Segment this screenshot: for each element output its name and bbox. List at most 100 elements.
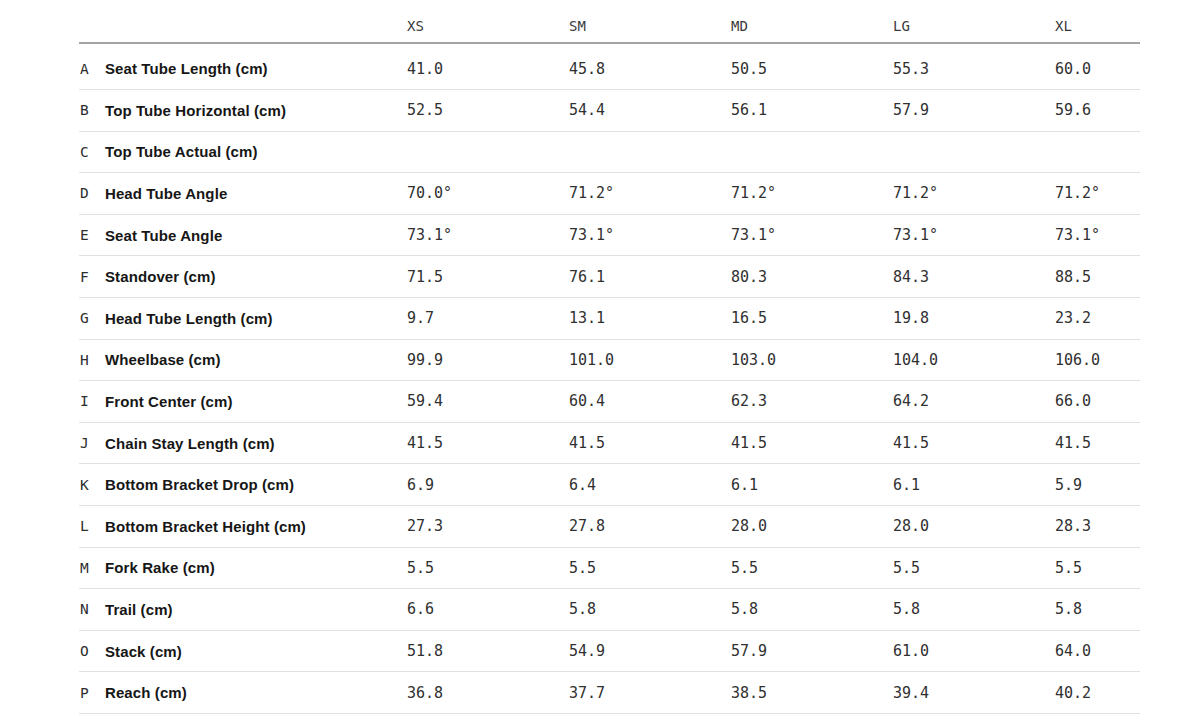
table-row-e: ESeat Tube Angle73.1°73.1°73.1°73.1°73.1…: [79, 215, 1140, 257]
cell-d-xl: 71.2°: [1055, 184, 1140, 202]
row-key: C: [79, 144, 105, 160]
cell-a-xs: 41.0: [407, 60, 569, 78]
cell-d-md: 71.2°: [731, 184, 893, 202]
row-label: Standover (cm): [105, 268, 407, 285]
cell-k-xl: 5.9: [1055, 476, 1140, 494]
cell-g-xl: 23.2: [1055, 309, 1140, 327]
row-key: A: [79, 61, 105, 77]
row-key: H: [79, 352, 105, 368]
cell-n-xs: 6.6: [407, 600, 569, 618]
cell-d-xs: 70.0°: [407, 184, 569, 202]
table-row-c: CTop Tube Actual (cm): [79, 132, 1140, 174]
cell-m-xs: 5.5: [407, 559, 569, 577]
cell-g-md: 16.5: [731, 309, 893, 327]
table-row-o: OStack (cm)51.854.957.961.064.0: [79, 631, 1140, 673]
row-key: N: [79, 601, 105, 617]
cell-o-sm: 54.9: [569, 642, 731, 660]
row-label: Reach (cm): [105, 684, 407, 701]
header-row: XSSMMDLGXL: [79, 0, 1140, 44]
table-row-p: PReach (cm)36.837.738.539.440.2: [79, 672, 1140, 714]
cell-i-md: 62.3: [731, 392, 893, 410]
cell-p-xs: 36.8: [407, 684, 569, 702]
cell-g-lg: 19.8: [893, 309, 1055, 327]
cell-k-sm: 6.4: [569, 476, 731, 494]
cell-e-sm: 73.1°: [569, 226, 731, 244]
cell-j-sm: 41.5: [569, 434, 731, 452]
cell-n-sm: 5.8: [569, 600, 731, 618]
table-body: ASeat Tube Length (cm)41.045.850.555.3 60…: [79, 44, 1140, 714]
row-label: Fork Rake (cm): [105, 559, 407, 576]
table-row-h: HWheelbase (cm)99.9101.0103.0104.0106.0: [79, 340, 1140, 382]
cell-k-xs: 6.9: [407, 476, 569, 494]
table-row-a: ASeat Tube Length (cm)41.045.850.555.360…: [79, 44, 1140, 90]
cell-o-lg: 61.0: [893, 642, 1055, 660]
cell-m-xl: 5.5: [1055, 559, 1140, 577]
row-label: Top Tube Horizontal (cm): [105, 102, 407, 119]
row-key: F: [79, 269, 105, 285]
row-key: E: [79, 227, 105, 243]
row-key: J: [79, 435, 105, 451]
cell-e-xs: 73.1°: [407, 226, 569, 244]
row-label: Wheelbase (cm): [105, 351, 407, 368]
table-row-f: FStandover (cm)71.576.180.384.388.5: [79, 256, 1140, 298]
cell-i-sm: 60.4: [569, 392, 731, 410]
cell-p-xl: 40.2: [1055, 684, 1140, 702]
cell-d-sm: 71.2°: [569, 184, 731, 202]
cell-f-lg: 84.3: [893, 268, 1055, 286]
cell-m-lg: 5.5: [893, 559, 1055, 577]
cell-e-xl: 73.1°: [1055, 226, 1140, 244]
cell-j-xs: 41.5: [407, 434, 569, 452]
column-header-xl: XL: [1055, 18, 1140, 34]
row-label: Head Tube Length (cm): [105, 310, 407, 327]
row-key: B: [79, 102, 105, 118]
row-label: Bottom Bracket Height (cm): [105, 518, 407, 535]
row-label: Front Center (cm): [105, 393, 407, 410]
cell-o-xs: 51.8: [407, 642, 569, 660]
table-row-m: MFork Rake (cm)5.55.55.55.55.5: [79, 548, 1140, 590]
cell-o-md: 57.9: [731, 642, 893, 660]
table-row-j: JChain Stay Length (cm)41.541.541.541.54…: [79, 423, 1140, 465]
cell-h-xs: 99.9: [407, 351, 569, 369]
cell-n-lg: 5.8: [893, 600, 1055, 618]
cell-a-sm: 45.8: [569, 60, 731, 78]
cell-b-sm: 54.4: [569, 101, 731, 119]
row-key: K: [79, 477, 105, 493]
cell-l-xs: 27.3: [407, 517, 569, 535]
cell-f-xs: 71.5: [407, 268, 569, 286]
cell-n-md: 5.8: [731, 600, 893, 618]
cell-b-xs: 52.5: [407, 101, 569, 119]
cell-b-xl: 59.6: [1055, 101, 1140, 119]
cell-o-xl: 64.0: [1055, 642, 1140, 660]
row-key: G: [79, 310, 105, 326]
cell-k-lg: 6.1: [893, 476, 1055, 494]
cell-d-lg: 71.2°: [893, 184, 1055, 202]
row-label: Trail (cm): [105, 601, 407, 618]
cell-h-sm: 101.0: [569, 351, 731, 369]
cell-l-md: 28.0: [731, 517, 893, 535]
table-row-b: BTop Tube Horizontal (cm)52.554.456.157.…: [79, 90, 1140, 132]
cell-f-sm: 76.1: [569, 268, 731, 286]
row-key: L: [79, 518, 105, 534]
cell-g-sm: 13.1: [569, 309, 731, 327]
row-label: Top Tube Actual (cm): [105, 143, 407, 160]
column-header-lg: LG: [893, 18, 1055, 34]
table-row-i: IFront Center (cm)59.460.462.364.266.0: [79, 381, 1140, 423]
column-header-sm: SM: [569, 18, 731, 34]
cell-h-lg: 104.0: [893, 351, 1055, 369]
cell-k-md: 6.1: [731, 476, 893, 494]
cell-b-md: 56.1: [731, 101, 893, 119]
cell-a-lg: 55.3: [893, 60, 1055, 78]
cell-h-xl: 106.0: [1055, 351, 1140, 369]
cell-g-xs: 9.7: [407, 309, 569, 327]
cell-l-lg: 28.0: [893, 517, 1055, 535]
cell-i-xs: 59.4: [407, 392, 569, 410]
cell-m-md: 5.5: [731, 559, 893, 577]
row-key: D: [79, 185, 105, 201]
cell-e-lg: 73.1°: [893, 226, 1055, 244]
row-label: Stack (cm): [105, 643, 407, 660]
row-key: P: [79, 685, 105, 701]
cell-f-xl: 88.5: [1055, 268, 1140, 286]
cell-j-md: 41.5: [731, 434, 893, 452]
row-label: Seat Tube Length (cm): [105, 60, 407, 77]
cell-a-md: 50.5: [731, 60, 893, 78]
